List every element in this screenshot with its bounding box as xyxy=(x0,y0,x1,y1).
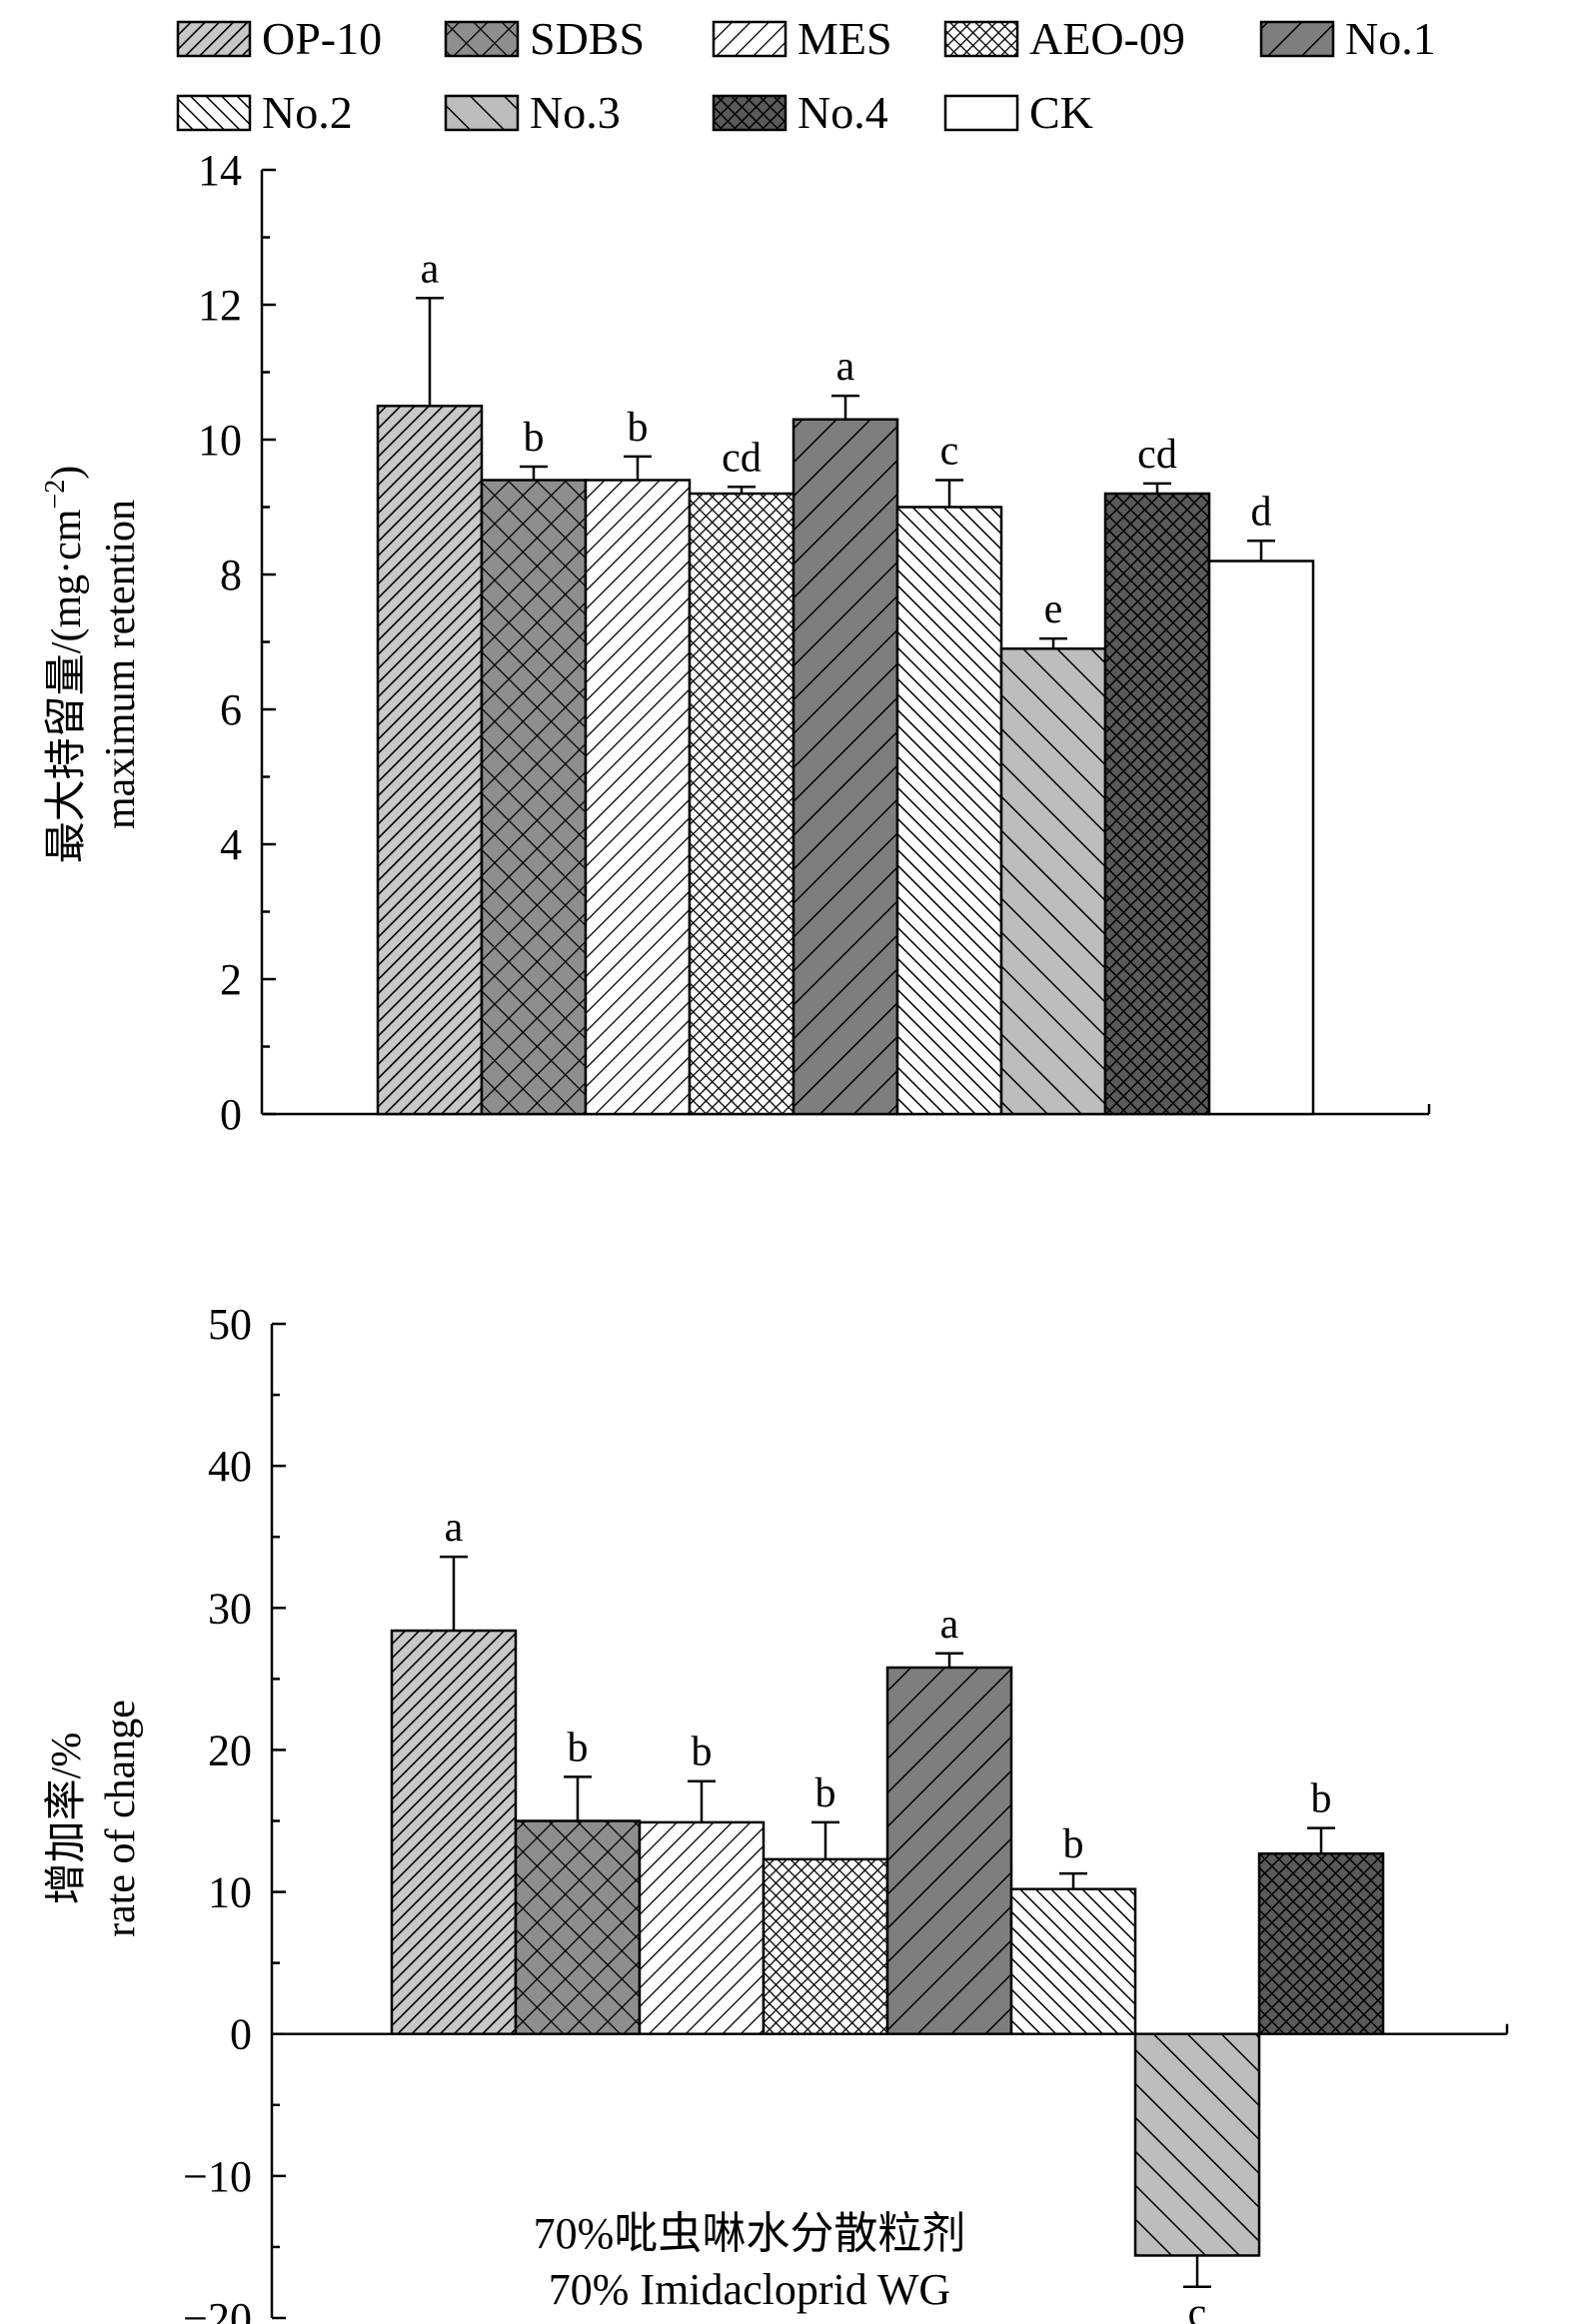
significance-label: b xyxy=(692,1730,713,1775)
bar-no-1 xyxy=(885,1666,1013,2035)
bar-aeo-09 xyxy=(688,492,795,1116)
significance-label: a xyxy=(940,1602,959,1648)
footer-caption: 70%吡虫啉水分散粒剂 70% Imidacloprid WG xyxy=(534,2209,966,2314)
significance-label: c xyxy=(940,429,959,475)
bar-mes xyxy=(638,1820,766,2035)
y-tick-label: 40 xyxy=(208,1442,252,1491)
legend-label: MES xyxy=(797,13,892,64)
y-axis-title-en: maximum retention xyxy=(98,500,144,829)
y-axis-title: 增加率/% rate of change xyxy=(43,1700,144,1937)
y-axis-title: 最大持留量/(mg·cm−2)maximum retention xyxy=(40,466,144,863)
caption-cn: 70%吡虫啉水分散粒剂 xyxy=(534,2209,966,2258)
y-axis-title-en: rate of change xyxy=(98,1700,144,1937)
legend-item: No.2 xyxy=(176,87,353,138)
legend-swatch xyxy=(444,20,520,58)
bar-op-10 xyxy=(390,1629,518,2035)
y-tick-label: 4 xyxy=(220,820,242,869)
bar-sdbs xyxy=(514,1819,642,2035)
y-tick-label: 0 xyxy=(220,1090,242,1139)
y-tick-label: 0 xyxy=(230,2010,252,2059)
legend-swatch xyxy=(943,20,1019,58)
legend-label: No.3 xyxy=(530,87,621,138)
legend-swatch xyxy=(444,94,520,132)
significance-label: b xyxy=(568,1725,589,1770)
y-tick-label: 10 xyxy=(198,416,242,465)
bar-mes xyxy=(584,479,692,1116)
bar-aeo-09 xyxy=(762,1857,889,2035)
y-tick-label: −10 xyxy=(183,2152,252,2201)
y-axis-title-close: ) xyxy=(44,466,90,480)
significance-label: b xyxy=(815,1770,836,1816)
legend-label: No.2 xyxy=(262,87,353,138)
legend-item: No.4 xyxy=(712,87,888,138)
legend-label: OP-10 xyxy=(262,13,382,64)
legend-item: MES xyxy=(712,13,892,64)
significance-label: b xyxy=(628,405,649,451)
legend-label: CK xyxy=(1029,87,1093,138)
bar-op-10 xyxy=(376,405,484,1116)
y-tick-label: 50 xyxy=(208,1300,252,1349)
significance-label: a xyxy=(445,1505,464,1551)
significance-label: b xyxy=(1311,1776,1332,1822)
significance-label: c xyxy=(1188,2291,1207,2324)
bar-sdbs xyxy=(480,479,588,1116)
significance-label: e xyxy=(1044,586,1063,632)
legend-item: No.3 xyxy=(444,87,621,138)
significance-label: d xyxy=(1251,489,1272,535)
legend-item: OP-10 xyxy=(176,13,382,64)
significance-label: cd xyxy=(1137,432,1177,478)
legend-swatch xyxy=(712,94,787,132)
y-tick-label: 20 xyxy=(208,1726,252,1774)
significance-label: cd xyxy=(722,435,762,481)
y-tick-label: 12 xyxy=(198,281,242,330)
significance-label: b xyxy=(524,415,545,461)
y-tick-label: 30 xyxy=(208,1584,252,1633)
legend-swatch xyxy=(176,94,252,132)
bar-no-4 xyxy=(1103,492,1211,1116)
legend-label: No.1 xyxy=(1345,13,1436,64)
y-axis-title-cn: 最大持留量/(mg·cm−2) xyxy=(40,466,90,863)
y-tick-label: 8 xyxy=(220,551,242,599)
significance-label: a xyxy=(836,344,855,390)
y-tick-label: −20 xyxy=(183,2294,252,2324)
y-tick-label: 2 xyxy=(220,955,242,1004)
legend-swatch xyxy=(1259,20,1335,58)
y-tick-label: 10 xyxy=(208,1868,252,1917)
legend-item: CK xyxy=(943,87,1093,138)
legend-label: AEO-09 xyxy=(1029,13,1185,64)
legend-swatch xyxy=(943,94,1019,132)
bar-no-1 xyxy=(791,418,899,1116)
legend: OP-10 SDBS MES AEO-09 No.1 No.2 No.3 No.4 CK xyxy=(176,13,1436,138)
legend-item: SDBS xyxy=(444,13,645,64)
y-tick-label: 6 xyxy=(220,685,242,734)
legend-item: AEO-09 xyxy=(943,13,1185,64)
y-tick-label: 14 xyxy=(198,146,242,195)
legend-swatch xyxy=(712,20,787,58)
legend-swatch xyxy=(176,20,252,58)
y-axis-title-sup: −2 xyxy=(40,480,71,510)
significance-label: a xyxy=(421,246,440,292)
bar-no-2 xyxy=(895,506,1003,1116)
legend-item: No.1 xyxy=(1259,13,1436,64)
chart-rate-of-change: −20 −10 0 10 20 30 40 50 a b b b a b c b 增加率/% rate of ch… xyxy=(43,1300,1509,2324)
y-axis-title-cn-main: 最大持留量/(mg·cm xyxy=(44,509,90,863)
bar-no-3 xyxy=(1133,2032,1261,2257)
bar-no-2 xyxy=(1009,1887,1137,2035)
y-axis-title-cn: 增加率/% xyxy=(43,1733,90,1905)
legend-label: SDBS xyxy=(530,13,645,64)
significance-label: b xyxy=(1063,1821,1084,1867)
bar-ck xyxy=(1207,560,1315,1116)
bar-no-4 xyxy=(1257,1851,1385,2035)
caption-en: 70% Imidacloprid WG xyxy=(549,2265,950,2314)
legend-label: No.4 xyxy=(797,87,888,138)
bar-no-3 xyxy=(999,647,1107,1116)
